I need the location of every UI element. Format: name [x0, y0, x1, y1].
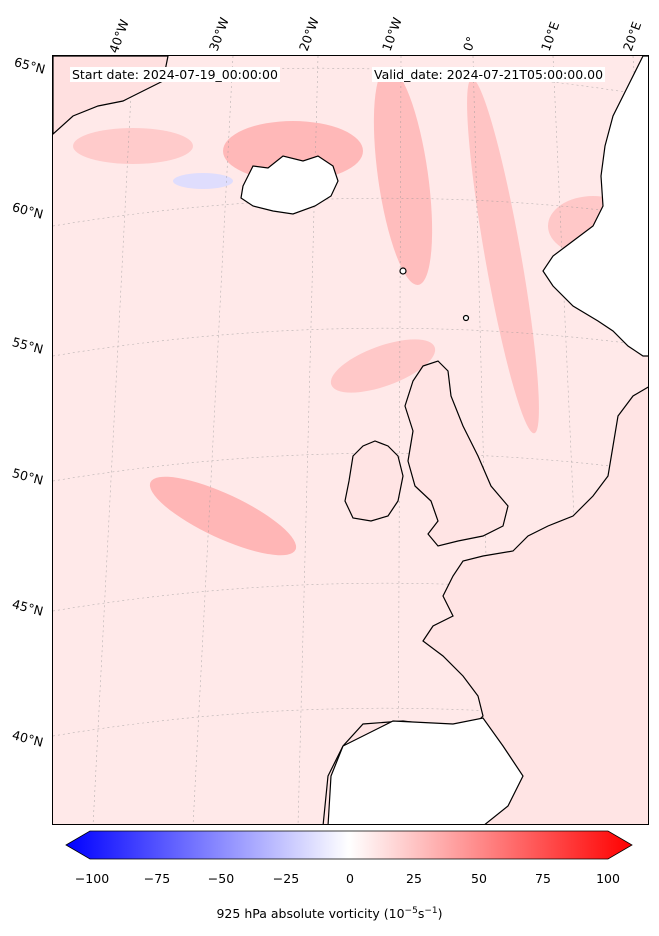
longitude-label: 20°W [295, 15, 322, 53]
vorticity-band [467, 78, 539, 434]
latitude-label: 45°N [10, 596, 45, 619]
great-britain-coast [404, 360, 509, 547]
longitude-label: 40°W [105, 17, 132, 55]
colorbar-tick-label: 0 [346, 871, 354, 886]
map-panel [52, 55, 649, 825]
colorbar-gradient [65, 830, 633, 860]
coastlines [53, 56, 648, 824]
colorbar-tick-label: −50 [207, 871, 235, 886]
colorbar-tick-label: 25 [406, 871, 422, 886]
latitude-label: 60°N [10, 199, 45, 222]
iberia-coast [327, 717, 524, 824]
colorbar-tick-label: −75 [143, 871, 171, 886]
start-date-label: Start date: 2024-07-19_00:00:00 [70, 67, 280, 82]
longitude-label: 10°E [537, 19, 563, 54]
scandinavia-coast [542, 56, 648, 357]
latitude-label: 40°N [10, 727, 45, 750]
vorticity-band [373, 67, 433, 285]
vorticity-band [149, 476, 297, 556]
colorbar-tick-label: −100 [74, 871, 110, 886]
colorbar-tick-label: 75 [535, 871, 551, 886]
colorbar-tick-label: −25 [272, 871, 300, 886]
longitude-label: 30°W [205, 15, 232, 53]
vorticity-band [73, 128, 193, 164]
ireland-coast [344, 440, 404, 522]
colorbar-label: 925 hPa absolute vorticity (10−5s−1) [216, 906, 443, 922]
faroe-islands-coast [399, 267, 407, 275]
longitude-label: 20°E [619, 19, 645, 54]
latitude-label: 65°N [12, 54, 47, 77]
colorbar [65, 830, 633, 860]
vorticity-band [330, 339, 436, 393]
colorbar-tick-label: 100 [596, 871, 620, 886]
vorticity-map [53, 56, 648, 824]
latitude-label: 55°N [10, 334, 45, 357]
european-mainland-coast [322, 386, 648, 824]
latitude-label: 50°N [10, 465, 45, 488]
valid-date-label: Valid_date: 2024-07-21T05:00:00.00 [372, 67, 606, 82]
shetland-coast [462, 314, 470, 322]
longitude-label: 10°W [378, 15, 405, 53]
negative-vorticity-spot [173, 173, 233, 189]
longitude-label: 0° [459, 34, 479, 53]
iceland-coast [240, 155, 339, 215]
colorbar-tick-label: 50 [471, 871, 487, 886]
